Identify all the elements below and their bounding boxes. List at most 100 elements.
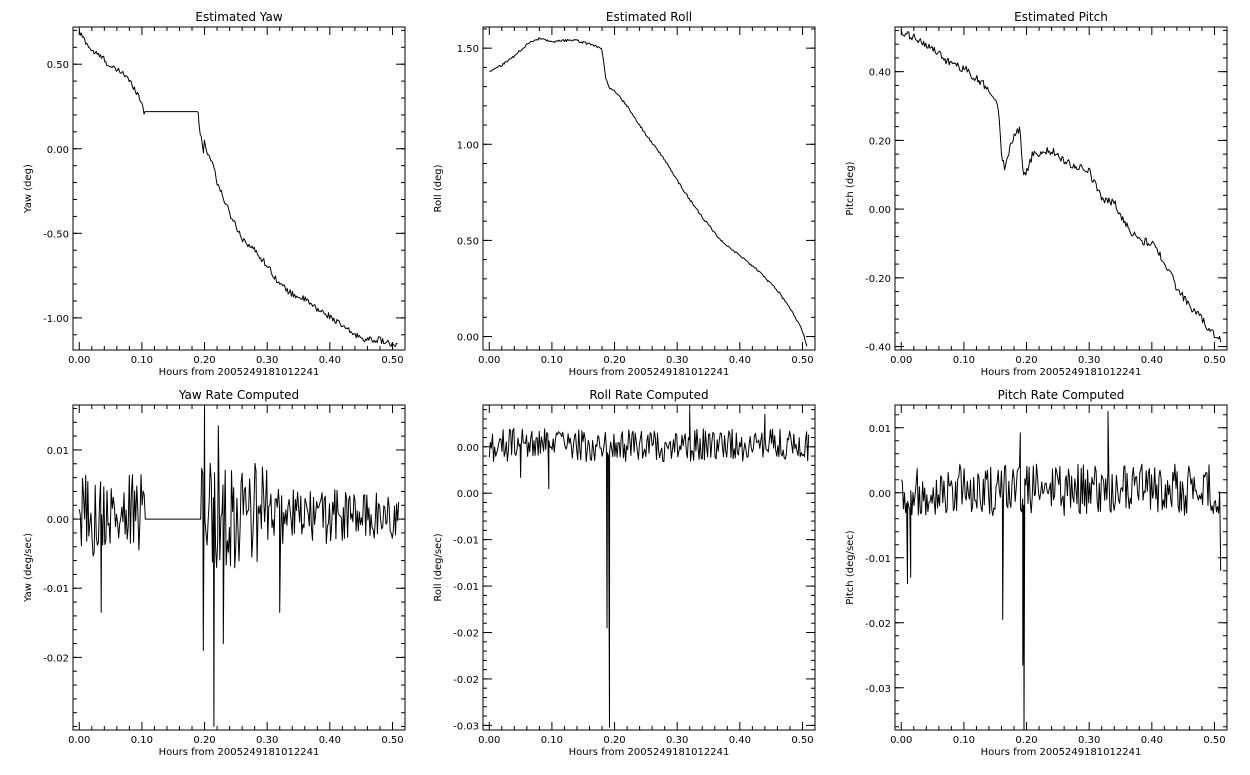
series-line — [900, 29, 1222, 343]
series-line — [78, 404, 400, 727]
y-tick-label: 0.00 — [457, 443, 479, 454]
plot-frame — [482, 26, 816, 351]
y-tick-label: -0.01 — [43, 584, 69, 595]
plot-frame — [72, 404, 406, 731]
chart-title: Estimated Yaw — [195, 10, 282, 24]
y-tick-label: -0.01 — [453, 536, 479, 547]
y-tick-label: -0.02 — [865, 619, 891, 630]
chart-panel: Pitch Rate Computed 0.00 0.10 0.20 0.30 0.40 0… — [845, 388, 1228, 758]
x-tick-label: 0.40 — [319, 355, 341, 366]
y-tick-label: 0.00 — [457, 333, 479, 344]
chart-panel: Estimated Yaw 0.00 0.10 0.20 0.30 0.40 0.50 0.5… — [23, 10, 406, 378]
x-tick-label: 0.30 — [256, 355, 278, 366]
plot-frame — [894, 404, 1228, 731]
y-tick-label: 0.20 — [869, 136, 891, 147]
x-tick-label: 0.00 — [478, 355, 500, 366]
x-tick-label: 0.40 — [729, 735, 751, 746]
y-tick-label: -0.01 — [865, 554, 891, 565]
y-tick-label: -0.02 — [453, 675, 479, 686]
plot-frame — [72, 26, 406, 351]
y-axis-label: Roll (deg) — [433, 164, 444, 212]
y-axis-label: Pitch (deg/sec) — [845, 530, 856, 605]
x-tick-label: 0.10 — [541, 355, 563, 366]
x-tick-label: 0.20 — [1015, 735, 1037, 746]
x-tick-label: 0.40 — [729, 355, 751, 366]
x-tick-label: 0.40 — [1141, 355, 1163, 366]
x-tick-label: 0.50 — [1203, 735, 1225, 746]
y-tick-label: -0.03 — [453, 721, 479, 732]
chart-title: Estimated Pitch — [1014, 10, 1108, 24]
y-tick-label: 0.00 — [47, 515, 69, 526]
x-axis-label: Hours from 20052491810122​41 — [981, 747, 1142, 758]
x-tick-label: 0.10 — [953, 735, 975, 746]
x-tick-label: 0.20 — [603, 735, 625, 746]
chart-panel: Estimated Roll 0.00 0.10 0.20 0.30 0.40 0.50 1.… — [433, 10, 816, 378]
chart-title: Roll Rate Computed — [589, 388, 708, 402]
x-tick-label: 0.40 — [1141, 735, 1163, 746]
y-axis-label: Roll (deg/sec) — [433, 533, 444, 601]
y-tick-label: -0.02 — [43, 653, 69, 664]
x-tick-label: 0.10 — [131, 355, 153, 366]
x-tick-label: 0.50 — [791, 735, 813, 746]
x-tick-label: 0.00 — [68, 735, 90, 746]
y-tick-label: 0.00 — [869, 205, 891, 216]
x-axis-label: Hours from 20052491810122​41 — [569, 367, 730, 378]
x-tick-label: 0.30 — [666, 355, 688, 366]
x-tick-label: 0.20 — [1015, 355, 1037, 366]
y-tick-label: -0.03 — [865, 684, 891, 695]
y-tick-label: 0.00 — [47, 145, 69, 156]
x-tick-label: 0.30 — [1078, 735, 1100, 746]
y-tick-label: 0.50 — [47, 60, 69, 71]
x-tick-label: 0.00 — [890, 735, 912, 746]
y-tick-label: 1.00 — [457, 140, 479, 151]
y-tick-label: -1.00 — [43, 314, 69, 325]
y-axis-label: Pitch (deg) — [845, 161, 856, 215]
x-tick-label: 0.50 — [381, 735, 403, 746]
chart-title: Pitch Rate Computed — [998, 388, 1125, 402]
y-tick-label: -0.50 — [43, 229, 69, 240]
y-tick-label: 0.00 — [457, 489, 479, 500]
x-axis-label: Hours from 20052491810122​41 — [159, 367, 320, 378]
x-tick-label: 0.30 — [1078, 355, 1100, 366]
x-tick-label: 0.10 — [541, 735, 563, 746]
x-tick-label: 0.20 — [193, 355, 215, 366]
x-tick-label: 0.10 — [953, 355, 975, 366]
y-tick-label: -0.01 — [453, 582, 479, 593]
chart-panel: Roll Rate Computed 0.00 0.10 0.20 0.30 0.40 0.… — [433, 388, 816, 758]
y-tick-label: 0.01 — [869, 424, 891, 435]
chart-title: Yaw Rate Computed — [178, 388, 299, 402]
x-tick-label: 0.00 — [68, 355, 90, 366]
y-tick-label: 1.50 — [457, 44, 479, 55]
y-tick-label: -0.20 — [865, 274, 891, 285]
x-axis-label: Hours from 20052491810122​41 — [981, 367, 1142, 378]
series-line — [78, 29, 398, 347]
plot-frame — [894, 26, 1228, 351]
x-axis-label: Hours from 20052491810122​41 — [569, 747, 730, 758]
x-axis-label: Hours from 20052491810122​41 — [159, 747, 320, 758]
x-tick-label: 0.20 — [193, 735, 215, 746]
y-axis-label: Yaw (deg) — [23, 164, 34, 214]
y-tick-label: -0.40 — [865, 343, 891, 354]
series-line — [488, 409, 810, 728]
series-line — [489, 37, 808, 347]
chart-panel: Estimated Pitch 0.00 0.10 0.20 0.30 0.40 0.50 0… — [845, 10, 1228, 378]
x-tick-label: 0.30 — [666, 735, 688, 746]
x-tick-label: 0.50 — [791, 355, 813, 366]
x-tick-label: 0.10 — [131, 735, 153, 746]
y-axis-label: Yaw (deg/sec) — [23, 533, 34, 603]
x-tick-label: 0.40 — [319, 735, 341, 746]
x-tick-label: 0.20 — [603, 355, 625, 366]
y-tick-label: 0.50 — [457, 236, 479, 247]
x-tick-label: 0.50 — [1203, 355, 1225, 366]
y-tick-label: 0.01 — [47, 446, 69, 457]
y-tick-label: -0.02 — [453, 629, 479, 640]
x-tick-label: 0.50 — [381, 355, 403, 366]
x-tick-label: 0.00 — [890, 355, 912, 366]
x-tick-label: 0.30 — [256, 735, 278, 746]
chart-panel: Yaw Rate Computed 0.00 0.10 0.20 0.30 0.40 0.5… — [23, 388, 406, 758]
series-line — [900, 411, 1222, 731]
x-tick-label: 0.00 — [478, 735, 500, 746]
chart-title: Estimated Roll — [606, 10, 692, 24]
y-tick-label: 0.00 — [869, 489, 891, 500]
